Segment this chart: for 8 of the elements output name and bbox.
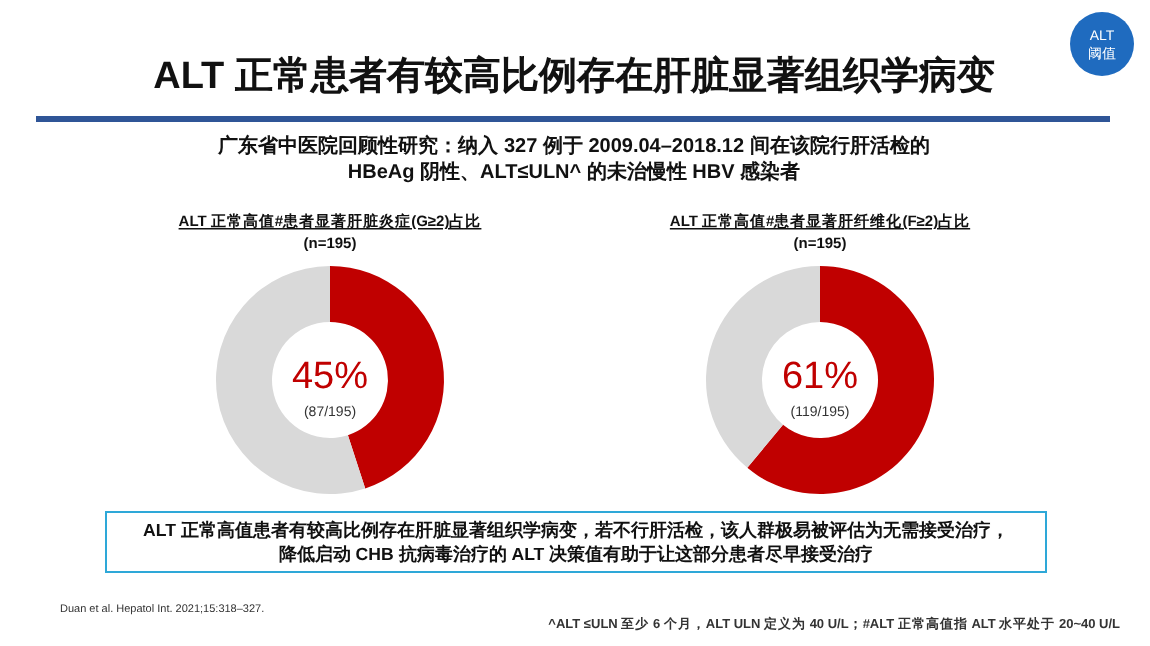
data-label: 61% [781,356,859,398]
text: ALT 正常高值患者有较高比例存在肝脏显著组织学病变，若不行肝活检，该人群极易被评估为无需接受治疗， [143,520,1009,540]
text: 广东省中医院回顾性研究：纳入 327 例于 2009.04–2018.12 间在该院行肝活检的 HBeAg 阴性、ALT≤ULN^ 的未治慢性 HBV 感染者 [216,134,930,184]
data-label: 45% [291,356,369,398]
donut-slice [216,266,366,494]
text: ALT 正常患者有较高比例存在肝脏显著组织学病变 [153,54,995,98]
donut-slice [747,266,934,494]
text: 降低启动 CHB 抗病毒治疗的 ALT 决策值有助于让这部分患者尽早接受治疗 [278,544,874,564]
